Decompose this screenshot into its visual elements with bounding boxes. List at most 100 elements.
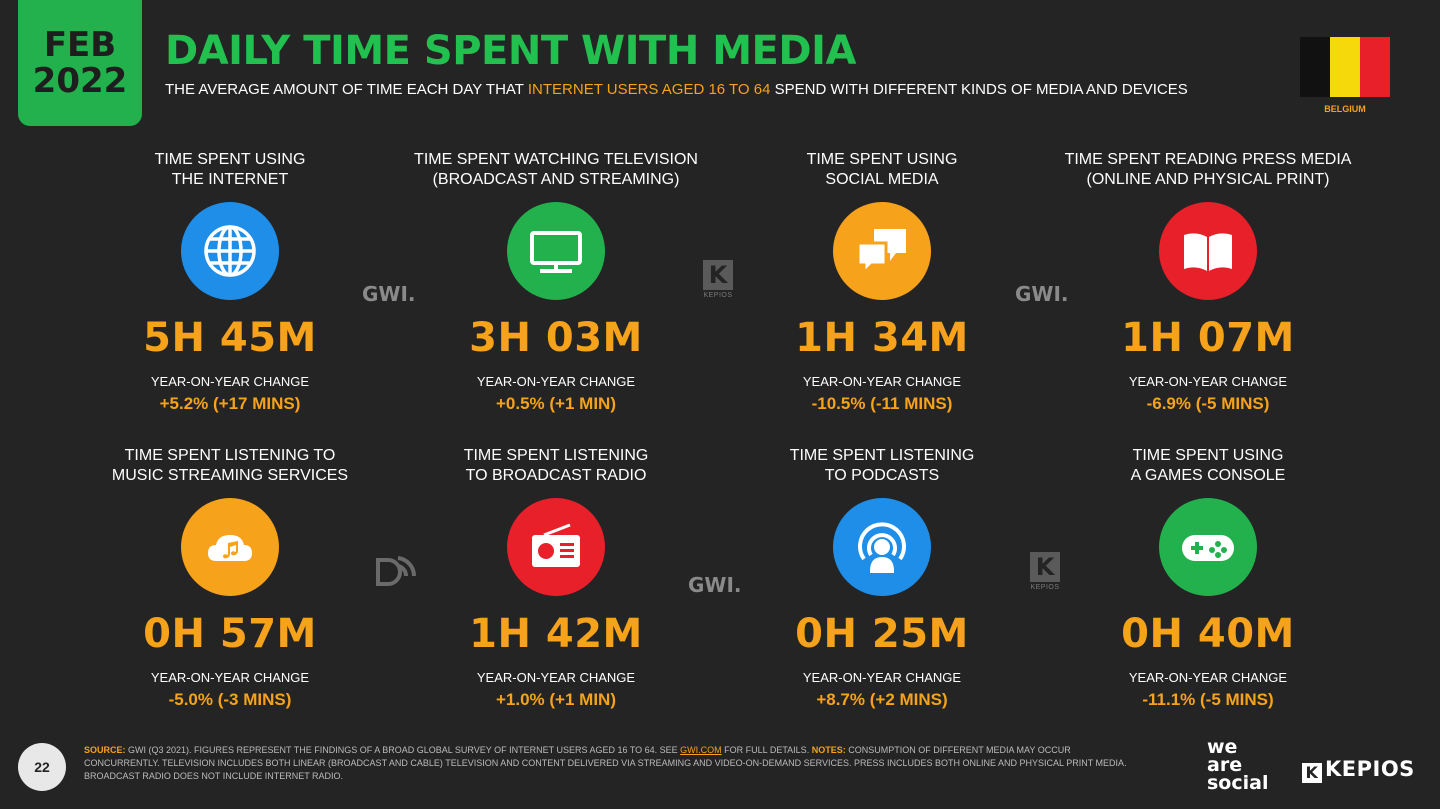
date-year: 2022 [32,61,128,101]
card-internet: TIME SPENT USING THE INTERNET 5H 45M YEAR… [80,150,380,414]
kepios-logo-text: KEPIOS [1325,757,1415,781]
card-label-line2: (BROADCAST AND STREAMING) [432,171,680,188]
subtitle-pre: THE AVERAGE AMOUNT OF TIME EACH DAY THAT [165,81,528,98]
card-label: TIME SPENT LISTENING TO PODCASTS [732,446,1032,486]
card-value: 0H 40M [1121,611,1295,657]
source-after: FOR FULL DETAILS. [721,745,812,755]
source-text: GWI (Q3 2021). FIGURES REPRESENT THE FIN… [125,745,681,755]
kepios-logo: K KEPIOS [1302,757,1415,783]
card-value: 1H 42M [469,611,643,657]
subtitle-post: SPEND WITH DIFFERENT KINDS OF MEDIA AND … [770,81,1188,98]
card-label-line1: TIME SPENT LISTENING [789,447,975,464]
card-yoy-label: YEAR-ON-YEAR CHANGE [476,374,636,389]
notes-text: CONSUMPTION OF DIFFERENT MEDIA MAY OCCUR… [84,745,1127,781]
flag-label: BELGIUM [1324,104,1366,114]
card-label: TIME SPENT USING SOCIAL MEDIA [732,150,1032,190]
flag-stripe-black [1300,37,1330,97]
globe-icon [181,202,279,300]
card-label: TIME SPENT USING A GAMES CONSOLE [1058,446,1358,486]
card-label-line1: TIME SPENT USING [806,151,958,168]
kepios-k-icon: K [703,260,733,290]
page-number: 22 [18,743,66,791]
card-label-line2: SOCIAL MEDIA [825,171,939,188]
card-value: 0H 25M [795,611,969,657]
notes-label: NOTES: [811,745,846,755]
card-value: 0H 57M [143,611,317,657]
datareportal-watermark-icon [374,552,418,597]
gwi-watermark: GWI. [362,282,416,306]
card-yoy-value: +8.7% (+2 MINS) [816,690,948,709]
card-yoy-value: -6.9% (-5 MINS) [1146,394,1270,413]
card-yoy-value: +5.2% (+17 MINS) [159,394,301,413]
card-label: TIME SPENT READING PRESS MEDIA (ONLINE AN… [1058,150,1358,190]
kepios-watermark-text: KEPIOS [703,292,733,299]
card-yoy-label: YEAR-ON-YEAR CHANGE [1128,374,1288,389]
card-yoy-label: YEAR-ON-YEAR CHANGE [476,670,636,685]
music-cloud-icon [181,498,279,596]
logo-was-line3: social [1207,772,1269,794]
gwi-watermark: GWI. [688,573,742,597]
belgium-flag-icon [1300,37,1390,97]
source-link[interactable]: GWI.COM [680,745,722,755]
card-label-line1: TIME SPENT READING PRESS MEDIA [1064,151,1352,168]
card-label: TIME SPENT WATCHING TELEVISION (BROADCAST… [406,150,706,190]
logo-was-line2: are [1207,754,1243,776]
gwi-watermark: GWI. [1015,282,1069,306]
card-yoy-label: YEAR-ON-YEAR CHANGE [802,670,962,685]
card-yoy-label: YEAR-ON-YEAR CHANGE [150,670,310,685]
radio-icon [507,498,605,596]
kepios-logo-k-icon: K [1302,763,1322,783]
date-month: FEB [43,25,117,65]
card-label-line1: TIME SPENT LISTENING [463,447,649,464]
card-label-line2: THE INTERNET [171,171,289,188]
card-label-line2: (ONLINE AND PHYSICAL PRINT) [1086,171,1330,188]
tv-icon [507,202,605,300]
card-value: 1H 34M [795,315,969,361]
page-subtitle: THE AVERAGE AMOUNT OF TIME EACH DAY THAT… [165,81,1188,98]
card-label: TIME SPENT LISTENING TO MUSIC STREAMING S… [80,446,380,486]
card-yoy-label: YEAR-ON-YEAR CHANGE [150,374,310,389]
card-games-console: TIME SPENT USING A GAMES CONSOLE 0H 40M Y… [1058,446,1358,710]
flag-stripe-yellow [1330,37,1360,97]
card-yoy-label: YEAR-ON-YEAR CHANGE [802,374,962,389]
card-yoy-value: +0.5% (+1 MIN) [496,394,616,413]
we-are-social-logo: we are social [1207,736,1269,794]
card-label-line1: TIME SPENT LISTENING TO [124,447,336,464]
footnote: SOURCE: GWI (Q3 2021). FIGURES REPRESENT… [84,744,1134,783]
card-value: 3H 03M [469,315,643,361]
card-yoy-value: -5.0% (-3 MINS) [168,690,292,709]
card-broadcast-radio: TIME SPENT LISTENING TO BROADCAST RADIO 1… [406,446,706,710]
flag-stripe-red [1360,37,1390,97]
card-yoy-value: +1.0% (+1 MIN) [496,690,616,709]
card-label-line1: TIME SPENT USING [1132,447,1284,464]
date-badge: FEB 2022 [18,0,142,126]
card-yoy-value: -10.5% (-11 MINS) [811,394,953,413]
kepios-watermark: K KEPIOS [1030,552,1060,591]
logo-was-line1: we [1207,736,1238,758]
card-label-line2: TO BROADCAST RADIO [465,467,647,484]
card-label-line2: MUSIC STREAMING SERVICES [111,467,349,484]
kepios-watermark-text: KEPIOS [1030,584,1060,591]
card-label-line1: TIME SPENT WATCHING TELEVISION [414,151,698,168]
chat-bubbles-icon [833,202,931,300]
card-value: 1H 07M [1121,315,1295,361]
card-press-media: TIME SPENT READING PRESS MEDIA (ONLINE AN… [1058,150,1358,414]
kepios-k-icon: K [1030,552,1060,582]
card-label: TIME SPENT USING THE INTERNET [80,150,380,190]
card-label-line1: TIME SPENT USING [154,151,306,168]
gamepad-icon [1159,498,1257,596]
card-label: TIME SPENT LISTENING TO BROADCAST RADIO [406,446,706,486]
kepios-watermark: K KEPIOS [703,260,733,299]
card-label-line2: TO PODCASTS [824,467,940,484]
card-label-line2: A GAMES CONSOLE [1130,467,1286,484]
card-music-streaming: TIME SPENT LISTENING TO MUSIC STREAMING S… [80,446,380,710]
subtitle-highlight: INTERNET USERS AGED 16 TO 64 [527,81,771,98]
card-television: TIME SPENT WATCHING TELEVISION (BROADCAST… [406,150,706,414]
card-podcasts: TIME SPENT LISTENING TO PODCASTS 0H 25M Y… [732,446,1032,710]
card-yoy-label: YEAR-ON-YEAR CHANGE [1128,670,1288,685]
book-icon [1159,202,1257,300]
card-yoy-value: -11.1% (-5 MINS) [1142,690,1274,709]
podcast-icon [833,498,931,596]
page-title: DAILY TIME SPENT WITH MEDIA [165,28,856,74]
card-social-media: TIME SPENT USING SOCIAL MEDIA 1H 34M YEAR… [732,150,1032,414]
